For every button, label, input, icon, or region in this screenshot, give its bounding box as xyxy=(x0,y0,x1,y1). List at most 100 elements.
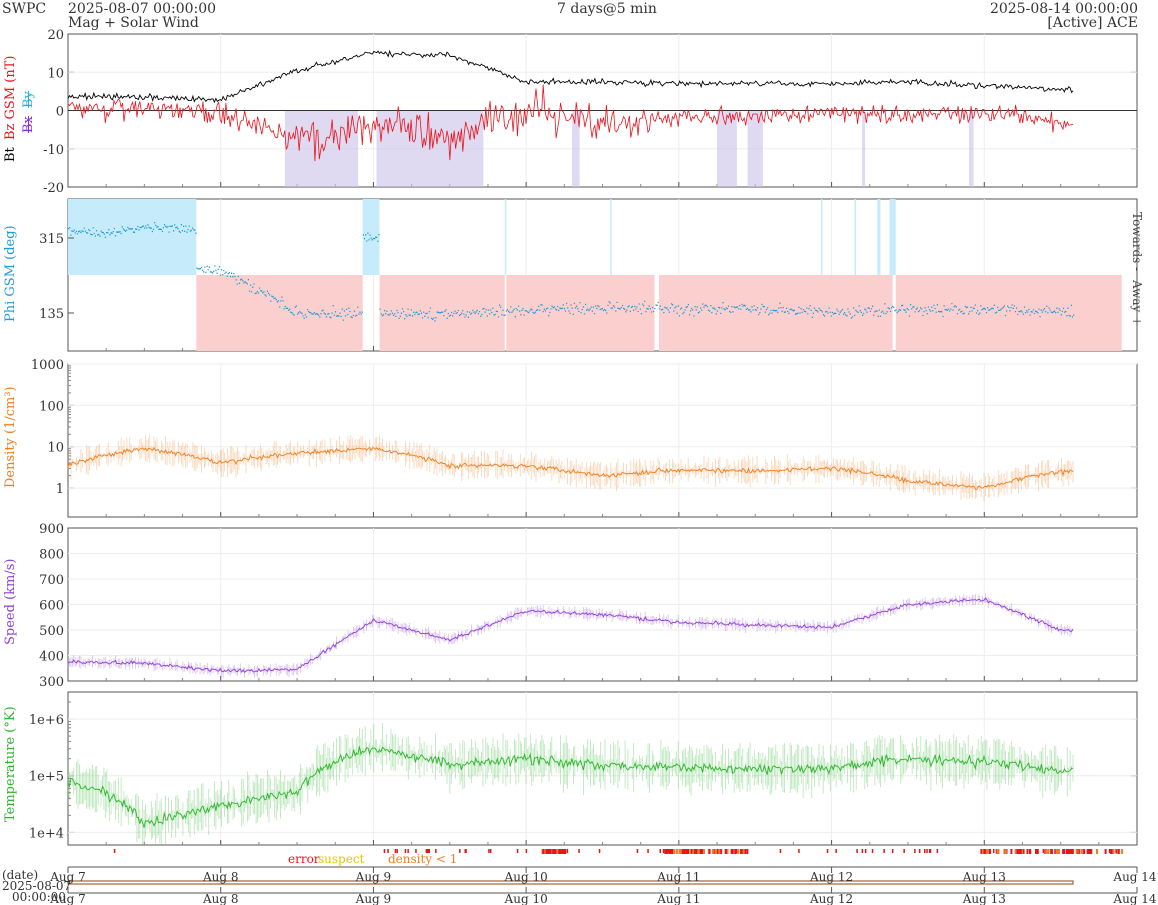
phi-away-band xyxy=(895,275,1122,351)
bz-south-shade xyxy=(747,110,763,187)
speed-tick-label: 700 xyxy=(39,573,64,588)
quality-flag xyxy=(737,849,740,854)
quality-flag xyxy=(659,849,661,853)
speed-tick-label: 800 xyxy=(39,548,64,563)
quality-flag xyxy=(561,849,564,854)
density-tick-label: 1 xyxy=(56,482,64,497)
quality-flag xyxy=(668,849,671,854)
density-tick-label: 10 xyxy=(47,441,64,456)
quality-flag xyxy=(740,849,743,854)
quality-flag xyxy=(465,849,467,853)
quality-flag xyxy=(711,849,714,854)
phi-away-band xyxy=(196,275,363,351)
quality-flag xyxy=(1116,849,1118,854)
quality-flag xyxy=(993,849,995,853)
quality-flag xyxy=(724,849,727,854)
quality-flag xyxy=(1067,849,1070,854)
quality-flag xyxy=(1089,849,1092,854)
phi-towards-band xyxy=(854,199,857,275)
quality-flag xyxy=(459,849,461,853)
quality-flag xyxy=(1115,849,1117,853)
quality-flag xyxy=(1108,849,1111,853)
away-label: Away + xyxy=(1130,280,1144,327)
quality-flag xyxy=(404,849,407,853)
phi-ylabel: Phi GSM (deg) xyxy=(3,225,18,322)
quality-flag xyxy=(1035,849,1037,854)
quality-flag xyxy=(926,849,928,853)
quality-flag xyxy=(692,849,695,854)
bx-legend: Bx xyxy=(21,116,36,133)
time-axis-label-top: Aug 14 xyxy=(1112,870,1157,884)
bz-south-shade xyxy=(862,110,866,187)
bz-south-shade xyxy=(284,110,359,187)
quality-flag xyxy=(425,849,428,853)
quality-flag xyxy=(559,849,561,854)
quality-flag xyxy=(464,849,466,853)
quality-flag xyxy=(835,849,837,853)
quality-flag xyxy=(415,849,417,853)
quality-flag xyxy=(689,849,692,854)
quality-flag xyxy=(1088,849,1091,854)
quality-flag xyxy=(551,849,554,854)
quality-flag xyxy=(387,849,389,853)
quality-flag xyxy=(1078,849,1081,854)
date-value: 2025-08-07 xyxy=(2,879,72,893)
density-series-line xyxy=(67,446,1074,490)
quality-density-label: density < 1 xyxy=(388,852,458,866)
quality-flag xyxy=(746,849,749,854)
quality-flag xyxy=(670,849,672,853)
quality-flag xyxy=(544,849,547,854)
quality-flag xyxy=(826,849,829,853)
quality-flag xyxy=(984,849,987,854)
mag-tick-label: 20 xyxy=(47,28,64,43)
quality-flag xyxy=(1075,849,1078,854)
time-axis-label-bottom: Aug 10 xyxy=(504,892,548,905)
quality-flag xyxy=(708,849,711,854)
quality-flag xyxy=(733,849,736,854)
quality-flag xyxy=(997,849,1000,854)
quality-flag xyxy=(435,849,437,853)
coverage-bar xyxy=(67,880,1074,885)
time-axis-label-bottom: Aug 11 xyxy=(656,892,700,905)
quality-flag xyxy=(1058,849,1060,854)
speed-tick-label: 900 xyxy=(39,522,64,537)
quality-flag xyxy=(553,849,555,853)
quality-flag xyxy=(394,849,397,853)
quality-flag xyxy=(664,849,666,853)
quality-flag xyxy=(1014,849,1017,854)
time-axis-label-top: Aug 8 xyxy=(202,870,239,884)
quality-flag xyxy=(488,849,490,853)
quality-flag xyxy=(726,849,729,854)
quality-flag xyxy=(1010,849,1013,854)
quality-flag xyxy=(891,849,894,853)
quality-flag xyxy=(396,849,398,853)
phi-towards-band xyxy=(68,199,197,275)
end-time: 2025-08-14 00:00:00 xyxy=(989,1,1138,17)
time-axis-label-top: Aug 10 xyxy=(504,870,548,884)
quality-flag xyxy=(428,849,430,853)
quality-flag xyxy=(731,849,734,854)
quality-flag xyxy=(489,849,492,853)
quality-flag xyxy=(679,849,682,854)
density-tick-label: 100 xyxy=(39,399,64,414)
quality-flag xyxy=(662,849,665,853)
quality-flag xyxy=(864,849,867,853)
quality-flag xyxy=(636,849,639,853)
quality-flag xyxy=(407,849,409,853)
temperature-series-line xyxy=(67,746,1074,828)
phi-towards-band xyxy=(820,199,823,275)
phi-towards-band xyxy=(877,199,881,275)
quality-flag xyxy=(673,849,676,854)
quality-flag xyxy=(914,849,916,853)
time-value: 00:00:00 xyxy=(12,890,66,904)
quality-flag xyxy=(647,849,649,853)
quality-flag xyxy=(1070,849,1073,853)
quality-flag xyxy=(1062,849,1065,853)
by-legend: By xyxy=(21,91,36,108)
time-axis-label-bottom: Aug 7 xyxy=(49,892,86,905)
quality-flag xyxy=(924,849,926,853)
speed-tick-label: 600 xyxy=(39,599,64,614)
quality-flag xyxy=(918,849,921,853)
time-axis-label-top: Aug 9 xyxy=(355,870,392,884)
mag-tick-label: 0 xyxy=(56,105,64,120)
